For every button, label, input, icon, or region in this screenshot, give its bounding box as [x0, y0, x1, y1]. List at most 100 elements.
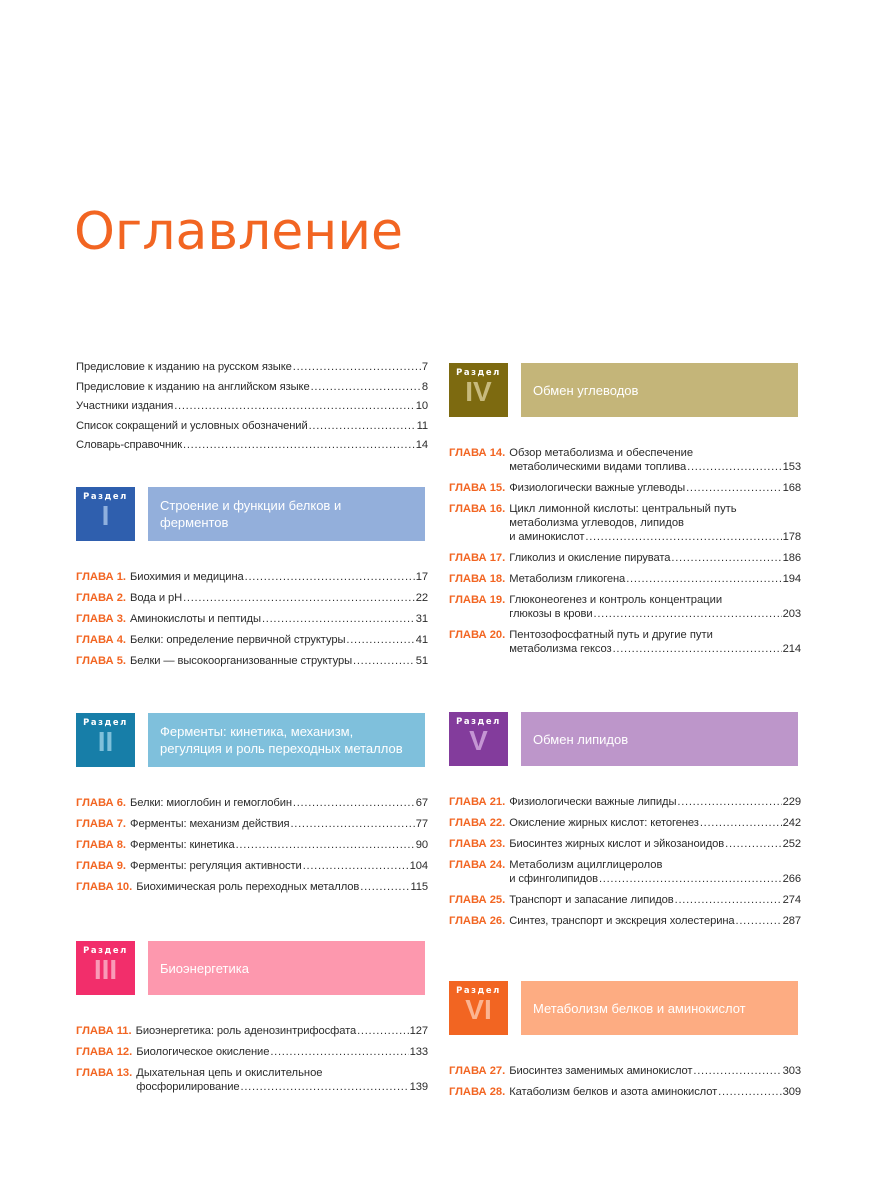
chapter-title-line: Аминокислоты и пептиды — [130, 613, 261, 625]
chapter-entry[interactable]: ГЛАВА 1.Биохимия и медицина 17 — [76, 570, 428, 584]
section-header[interactable]: Раздел I Строение и функции белков и ферме… — [76, 487, 428, 541]
chapter-entry[interactable]: ГЛАВА 17.Гликолиз и окисление пирувата 18… — [449, 551, 801, 565]
chapter-title-line: Цикл лимонной кислоты: центральный путь — [509, 503, 737, 515]
chapter-page: 115 — [410, 881, 428, 893]
toc-entry[interactable]: Участники издания 10 — [76, 399, 428, 413]
chapter-entry[interactable]: ГЛАВА 18.Метаболизм гликогена 194 — [449, 572, 801, 586]
chapter-label: ГЛАВА 16. — [449, 503, 506, 515]
chapter-last-line: Катаболизм белков и азота аминокислот 309 — [509, 1085, 801, 1099]
chapter-entry[interactable]: ГЛАВА 4. Белки: определение первичной стр… — [76, 633, 428, 647]
chapter-body: Катаболизм белков и азота аминокислот 309 — [509, 1085, 801, 1099]
chapter-last-line: Синтез, транспорт и экскреция холестерин… — [509, 914, 801, 928]
chapter-title-line: Окисление жирных кислот: кетогенез — [509, 817, 699, 829]
section-5: Раздел V Обмен липидов ГЛАВА 21. Физиологиче… — [449, 712, 801, 935]
chapter-entry[interactable]: ГЛАВА 9.Ферменты: регуляция активности 10… — [76, 859, 428, 873]
chapter-label: ГЛАВА 15. — [449, 482, 506, 494]
chapter-entry[interactable]: ГЛАВА 23. Биосинтез жирных кислот и эйкоз… — [449, 837, 801, 851]
leader-dots — [360, 880, 409, 894]
chapter-page: 133 — [409, 1046, 428, 1058]
chapter-last-line: Метаболизм гликогена 194 — [509, 572, 801, 586]
chapter-entry[interactable]: ГЛАВА 12.Биологическое окисление 133 — [76, 1045, 428, 1059]
chapter-last-line: Белки: миоглобин и гемоглобин 67 — [130, 796, 428, 810]
chapter-entry[interactable]: ГЛАВА 22. Окисление жирных кислот: кетоге… — [449, 816, 801, 830]
leader-dots — [594, 607, 782, 621]
section-roman-numeral: III — [93, 954, 118, 985]
section-word: Раздел — [456, 985, 501, 995]
chapter-title-line: и сфинголипидов — [509, 873, 598, 885]
chapter-title-line: Ферменты: кинетика — [130, 839, 235, 851]
chapter-title-line: и аминокислот — [509, 531, 585, 543]
chapter-entry[interactable]: ГЛАВА 13. Дыхательная цепь и окислительно… — [76, 1066, 428, 1094]
chapter-list: ГЛАВА 1.Биохимия и медицина 17 ГЛАВА 2.Вод… — [76, 570, 428, 668]
leader-dots — [270, 1045, 408, 1059]
chapter-last-line: Биохимия и медицина 17 — [130, 570, 428, 584]
chapter-entry[interactable]: ГЛАВА 8.Ферменты: кинетика 90 — [76, 838, 428, 852]
chapter-entry[interactable]: ГЛАВА 7.Ферменты: механизм действия 77 — [76, 817, 428, 831]
section-title: Биоэнергетика — [148, 941, 425, 995]
chapter-entry[interactable]: ГЛАВА 19. Глюконеогенез и контроль концен… — [449, 593, 801, 621]
chapter-entry[interactable]: ГЛАВА 15.Физиологически важные углеводы 1… — [449, 481, 801, 495]
chapter-label: ГЛАВА 14. — [449, 447, 506, 459]
leader-dots — [671, 551, 781, 565]
section-roman-numeral: II — [97, 726, 114, 757]
chapter-body: Цикл лимонной кислоты: центральный путь м… — [509, 502, 801, 544]
section-header[interactable]: Раздел IV Обмен углеводов — [449, 363, 801, 417]
chapter-entry[interactable]: ГЛАВА 3.Аминокислоты и пептиды 31 — [76, 612, 428, 626]
chapter-title-line: Биоэнергетика: роль аденозинтрифосфата — [135, 1025, 357, 1037]
section-number-box: Раздел III — [76, 941, 135, 995]
chapter-label: ГЛАВА 19. — [449, 594, 506, 606]
chapter-body: Синтез, транспорт и экскреция холестерин… — [509, 914, 801, 928]
chapter-body: Биосинтез заменимых аминокислот 303 — [509, 1064, 801, 1078]
section-header[interactable]: Раздел II Ферменты: кинетика, механизм, ре… — [76, 713, 428, 767]
chapter-entry[interactable]: ГЛАВА 24. Метаболизм ацилглицеролов и сфин… — [449, 858, 801, 886]
chapter-title-line: Транспорт и запасание липидов — [509, 894, 674, 906]
section-header[interactable]: Раздел V Обмен липидов — [449, 712, 801, 766]
toc-entry[interactable]: Предисловие к изданию на русском языке 7 — [76, 360, 428, 374]
chapter-entry[interactable]: ГЛАВА 16. Цикл лимонной кислоты: централь… — [449, 502, 801, 544]
chapter-last-line: Белки: определение первичной структуры 41 — [130, 633, 428, 647]
chapter-list: ГЛАВА 11. Биоэнергетика: роль аденозинтри… — [76, 1024, 428, 1094]
chapter-label: ГЛАВА 2. — [76, 592, 127, 604]
page-title: Оглавление — [74, 202, 404, 262]
chapter-label: ГЛАВА 12. — [76, 1046, 133, 1058]
chapter-entry[interactable]: ГЛАВА 28. Катаболизм белков и азота амино… — [449, 1085, 801, 1099]
entry-title: Участники издания — [76, 400, 174, 412]
section-title: Обмен липидов — [521, 712, 798, 766]
chapter-body: Белки — высокоорганизованные структуры 51 — [130, 654, 428, 668]
chapter-entry[interactable]: ГЛАВА 27. Биосинтез заменимых аминокислот… — [449, 1064, 801, 1078]
chapter-entry[interactable]: ГЛАВА 26. Синтез, транспорт и экскреция х… — [449, 914, 801, 928]
chapter-last-line: Биологическое окисление 133 — [136, 1045, 428, 1059]
leader-dots — [303, 859, 409, 873]
leader-dots — [346, 633, 414, 647]
chapter-entry[interactable]: ГЛАВА 2.Вода и pH 22 — [76, 591, 428, 605]
toc-entry[interactable]: Предисловие к изданию на английском язык… — [76, 380, 428, 394]
section-4: Раздел IV Обмен углеводов ГЛАВА 14. Обзор ме… — [449, 363, 801, 663]
chapter-page: 77 — [415, 818, 428, 830]
chapter-body: Окисление жирных кислот: кетогенез 242 — [509, 816, 801, 830]
chapter-page: 168 — [782, 482, 801, 494]
chapter-page: 153 — [782, 461, 801, 473]
chapter-title-line: Белки: миоглобин и гемоглобин — [130, 797, 292, 809]
chapter-entry[interactable]: ГЛАВА 10. Биохимическая роль переходных м… — [76, 880, 428, 894]
chapter-entry[interactable]: ГЛАВА 21.Физиологически важные липиды 229 — [449, 795, 801, 809]
chapter-title-line: метаболизма углеводов, липидов — [509, 517, 684, 529]
section-header[interactable]: Раздел VI Метаболизм белков и аминокислот — [449, 981, 801, 1035]
leader-dots — [293, 360, 421, 374]
chapter-entry[interactable]: ГЛАВА 14. Обзор метаболизма и обеспечение… — [449, 446, 801, 474]
leader-dots — [183, 591, 415, 605]
chapter-last-line: Белки — высокоорганизованные структуры 51 — [130, 654, 428, 668]
section-word: Раздел — [456, 367, 501, 377]
toc-entry[interactable]: Словарь-справочник 14 — [76, 438, 428, 452]
leader-dots — [309, 419, 416, 433]
toc-entry[interactable]: Список сокращений и условных обозначений… — [76, 419, 428, 433]
section-header[interactable]: Раздел III Биоэнергетика — [76, 941, 428, 995]
chapter-entry[interactable]: ГЛАВА 20. Пентозофосфатный путь и другие … — [449, 628, 801, 656]
chapter-label: ГЛАВА 27. — [449, 1065, 506, 1077]
chapter-title-line: Белки — высокоорганизованные структуры — [130, 655, 353, 667]
chapter-entry[interactable]: ГЛАВА 11. Биоэнергетика: роль аденозинтри… — [76, 1024, 428, 1038]
chapter-label: ГЛАВА 21. — [449, 796, 506, 808]
chapter-entry[interactable]: ГЛАВА 25.Транспорт и запасание липидов 27… — [449, 893, 801, 907]
chapter-entry[interactable]: ГЛАВА 5. Белки — высокоорганизованные стр… — [76, 654, 428, 668]
chapter-entry[interactable]: ГЛАВА 6.Белки: миоглобин и гемоглобин 67 — [76, 796, 428, 810]
chapter-title-line: Физиологически важные липиды — [509, 796, 677, 808]
